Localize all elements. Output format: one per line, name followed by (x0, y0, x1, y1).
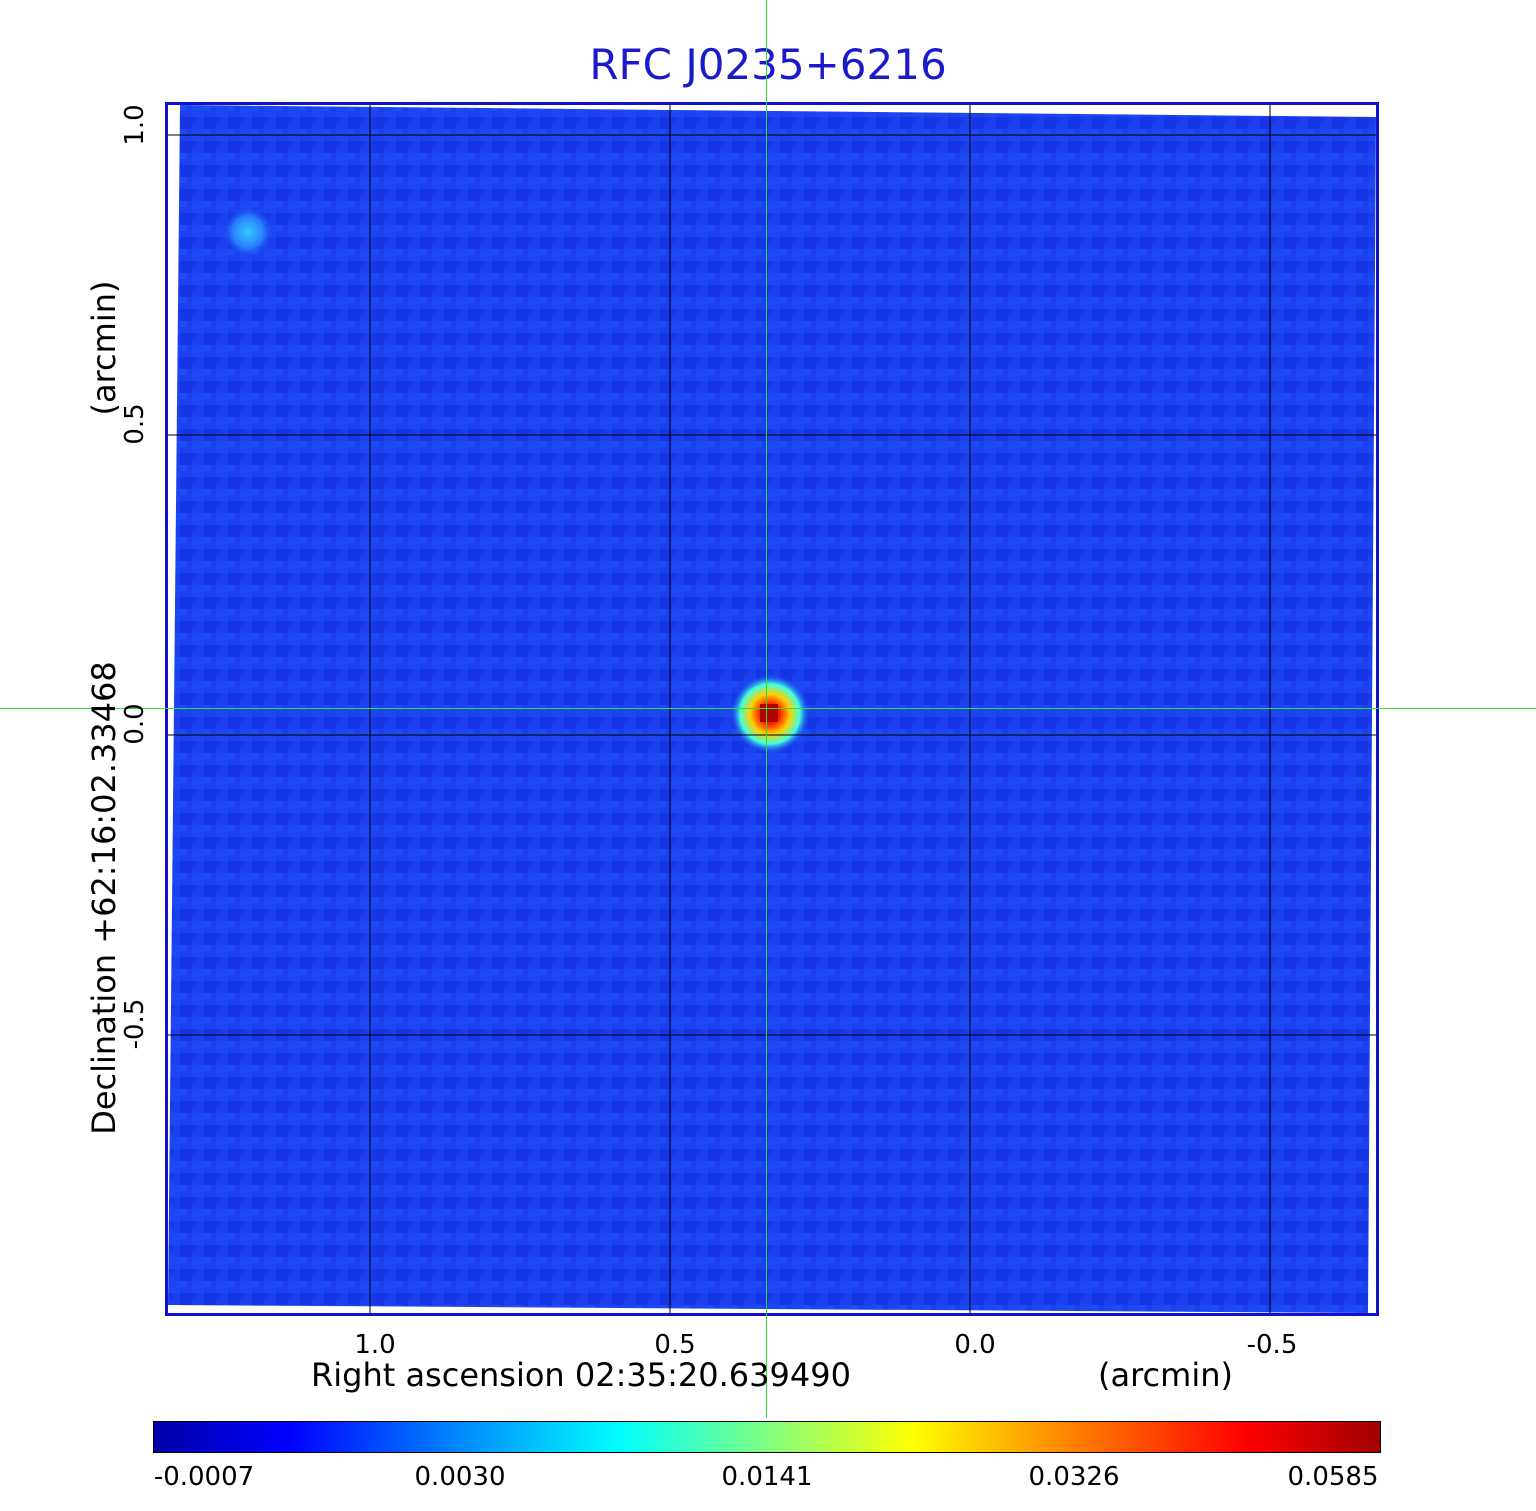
secondary-source (222, 206, 274, 258)
colorbar (153, 1421, 1381, 1453)
colorbar-tick-label: 0.0326 (1028, 1462, 1120, 1492)
x-tick-label: 0.0 (954, 1330, 996, 1360)
crosshair-vertical (766, 0, 767, 1418)
x-axis-title: Right ascension 02:35:20.639490 (311, 1356, 851, 1394)
colorbar-tick-label: 0.0585 (1287, 1462, 1379, 1492)
y-tick-label: 0.0 (120, 703, 150, 745)
y-tick-label: -0.5 (120, 998, 150, 1050)
x-tick-label: 1.0 (354, 1330, 396, 1360)
crosshair-horizontal (0, 708, 1536, 709)
x-axis-unit: (arcmin) (1098, 1356, 1233, 1394)
y-tick-label: 1.0 (120, 104, 150, 146)
colorbar-tick-label: 0.0030 (414, 1462, 506, 1492)
image-frame[interactable] (165, 102, 1379, 1316)
x-tick-label: 0.5 (654, 1330, 696, 1360)
colorbar-tick-label: -0.0007 (153, 1462, 255, 1492)
y-axis-title: Declination +62:16:02.33468 (85, 661, 123, 1135)
map-title: RFC J0235+6216 (589, 40, 947, 89)
y-tick-label: 0.5 (120, 403, 150, 445)
x-tick-label: -0.5 (1246, 1330, 1298, 1360)
sky-image[interactable] (168, 105, 1376, 1313)
y-axis-unit: (arcmin) (85, 280, 123, 416)
colorbar-tick-label: 0.0141 (721, 1462, 813, 1492)
coordinate-grid (168, 105, 1376, 1313)
